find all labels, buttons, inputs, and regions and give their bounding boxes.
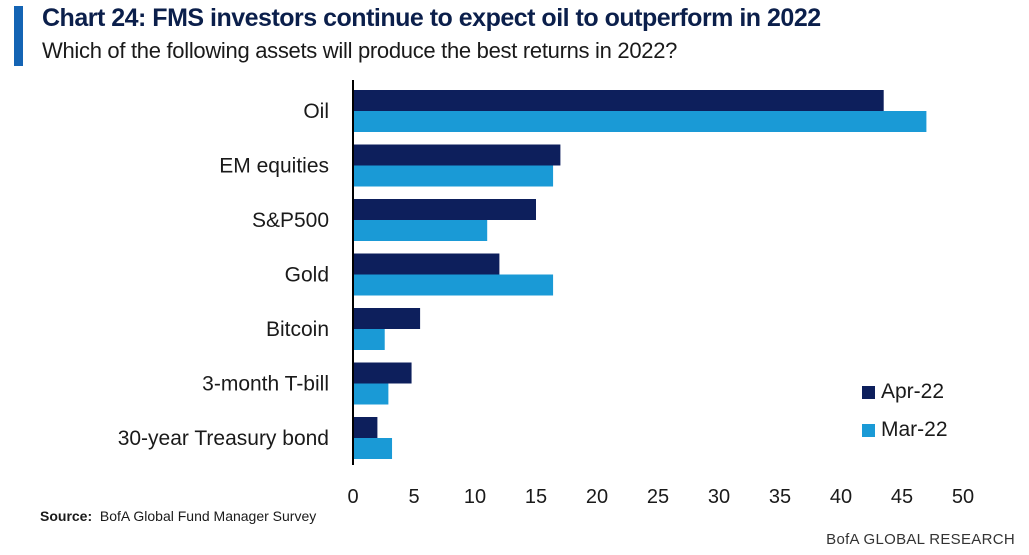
title-accent-bar [14, 6, 23, 66]
category-label: 3-month T-bill [202, 373, 329, 396]
x-tick-label: 20 [586, 486, 608, 508]
bar-mar-1 [353, 165, 554, 187]
chart-subtitle: Which of the following assets will produ… [42, 38, 678, 63]
bar-mar-3 [353, 274, 554, 296]
chart-title: Chart 24: FMS investors continue to expe… [42, 4, 821, 32]
source-text: BofA Global Fund Manager Survey [99, 508, 317, 524]
category-label: Gold [285, 264, 329, 287]
legend-swatch [862, 386, 875, 399]
bar-apr-0 [353, 90, 884, 111]
bar-mar-4 [353, 329, 385, 350]
x-tick-label: 10 [464, 486, 486, 508]
bar-apr-3 [353, 253, 500, 275]
bar-mar-6 [353, 438, 393, 459]
bar-mar-5 [353, 383, 389, 405]
legend-swatch [862, 424, 875, 437]
bar-mar-2 [353, 220, 488, 241]
category-label: Bitcoin [266, 318, 329, 341]
source-label: Source: [40, 508, 93, 524]
x-tick-label: 25 [647, 486, 669, 508]
x-tick-label: 5 [408, 486, 419, 508]
x-tick-label: 40 [830, 486, 852, 508]
bar-apr-5 [353, 362, 412, 384]
category-label: S&P500 [252, 209, 329, 232]
x-tick-label: 50 [952, 486, 974, 508]
legend-label: Apr-22 [881, 380, 944, 403]
x-tick-label: 45 [891, 486, 913, 508]
x-tick-label: 35 [769, 486, 791, 508]
x-tick-label: 30 [708, 486, 730, 508]
x-tick-label: 0 [347, 486, 358, 508]
bar-apr-1 [353, 144, 561, 166]
legend-label: Mar-22 [881, 418, 948, 441]
brand-footer: BofA GLOBAL RESEARCH [826, 531, 1015, 548]
source-note: Source: BofA Global Fund Manager Survey [40, 508, 316, 524]
bar-apr-2 [353, 199, 536, 220]
bar-apr-4 [353, 308, 421, 329]
x-tick-label: 15 [525, 486, 547, 508]
category-label: EM equities [219, 155, 329, 178]
category-label: Oil [303, 100, 329, 123]
category-label: 30-year Treasury bond [118, 427, 329, 450]
bar-apr-6 [353, 417, 378, 438]
bar-mar-0 [353, 111, 927, 132]
